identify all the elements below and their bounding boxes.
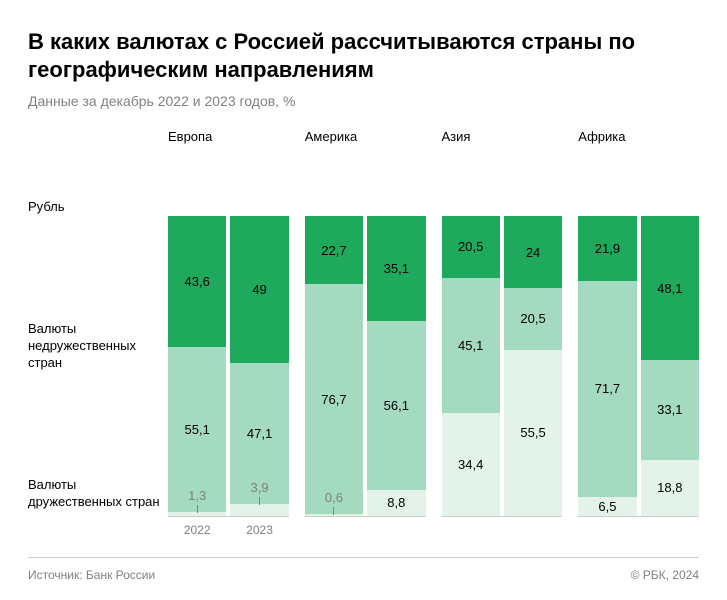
segment-value: 21,9 <box>595 241 620 256</box>
panel: Америка 22,7 76,7 0,6 35,1 56,1 8,8 <box>305 129 426 539</box>
panel: Европа 43,6 55,1 1,3 49 47,1 3,9 20222023 <box>168 129 289 539</box>
bar-segment: 56,1 <box>367 321 425 489</box>
bar: 24 20,5 55,5 <box>504 155 562 516</box>
bar-segment: 33,1 <box>641 360 699 459</box>
segment-value: 20,5 <box>458 239 483 254</box>
segment-value: 55,5 <box>520 425 545 440</box>
year-row <box>305 523 426 539</box>
source-text: Источник: Банк России <box>28 568 155 582</box>
bar: 20,5 45,1 34,4 <box>442 155 500 516</box>
segment-value: 1,3 <box>168 488 226 513</box>
legend: Рубль Валюты недружественных стран Валют… <box>28 129 168 539</box>
legend-friendly: Валюты дружественных стран <box>28 477 168 511</box>
chart-subtitle: Данные за декабрь 2022 и 2023 годов, % <box>28 93 699 109</box>
bar-segment: 6,5 <box>578 497 636 517</box>
bar-segment: 35,1 <box>367 216 425 321</box>
bars-wrap: 21,9 71,7 6,5 48,1 33,1 18,8 <box>578 155 699 517</box>
bar-segment: 20,5 <box>504 288 562 350</box>
segment-value: 35,1 <box>384 261 409 276</box>
segment-value: 8,8 <box>387 495 405 510</box>
bar-segment: 45,1 <box>442 278 500 413</box>
chart-title: В каких валютах с Россией рассчитываются… <box>28 28 699 83</box>
panels: Европа 43,6 55,1 1,3 49 47,1 3,9 20222023 Америк… <box>168 129 699 539</box>
bar: 43,6 55,1 1,3 <box>168 155 226 516</box>
bar-segment: 55,5 <box>504 350 562 517</box>
segment-value: 33,1 <box>657 402 682 417</box>
segment-value: 43,6 <box>185 274 210 289</box>
chart-area: Рубль Валюты недружественных стран Валют… <box>28 129 699 539</box>
year-label: 2023 <box>230 523 288 539</box>
bar-segment: 20,5 <box>442 216 500 278</box>
bar-segment: 3,9 <box>230 504 288 516</box>
panel-title: Европа <box>168 129 289 147</box>
legend-unfriendly: Валюты недружественных стран <box>28 321 168 372</box>
panel: Африка 21,9 71,7 6,5 48,1 33,1 18,8 <box>578 129 699 539</box>
segment-value: 34,4 <box>458 457 483 472</box>
bar: 21,9 71,7 6,5 <box>578 155 636 516</box>
year-row <box>578 523 699 539</box>
bars-wrap: 20,5 45,1 34,4 24 20,5 55,5 <box>442 155 563 517</box>
bar-segment: 49 <box>230 216 288 363</box>
panel-title: Азия <box>442 129 563 147</box>
panel-title: Америка <box>305 129 426 147</box>
bar: 35,1 56,1 8,8 <box>367 155 425 516</box>
copyright-text: © РБК, 2024 <box>631 568 699 582</box>
segment-value: 47,1 <box>247 426 272 441</box>
panel-title: Африка <box>578 129 699 147</box>
segment-value: 18,8 <box>657 480 682 495</box>
bar-segment: 34,4 <box>442 413 500 516</box>
segment-value: 0,6 <box>305 490 363 515</box>
bar-segment: 18,8 <box>641 460 699 516</box>
segment-value: 3,9 <box>230 480 288 505</box>
bar: 49 47,1 3,9 <box>230 155 288 516</box>
segment-value: 76,7 <box>321 392 346 407</box>
segment-value: 48,1 <box>657 281 682 296</box>
segment-value: 20,5 <box>520 311 545 326</box>
bar-segment: 1,3 <box>168 512 226 516</box>
bar-segment: 48,1 <box>641 216 699 360</box>
segment-value: 71,7 <box>595 381 620 396</box>
bar-segment: 21,9 <box>578 216 636 282</box>
segment-value: 45,1 <box>458 338 483 353</box>
bar-segment: 76,7 <box>305 284 363 514</box>
footer: Источник: Банк России © РБК, 2024 <box>28 557 699 582</box>
segment-value: 56,1 <box>384 398 409 413</box>
year-row <box>442 523 563 539</box>
segment-value: 55,1 <box>185 422 210 437</box>
bars-wrap: 43,6 55,1 1,3 49 47,1 3,9 <box>168 155 289 517</box>
panel: Азия 20,5 45,1 34,4 24 20,5 55,5 <box>442 129 563 539</box>
segment-value: 22,7 <box>321 243 346 258</box>
year-row: 20222023 <box>168 523 289 539</box>
bar: 22,7 76,7 0,6 <box>305 155 363 516</box>
legend-rub: Рубль <box>28 199 168 216</box>
bar-segment: 0,6 <box>305 514 363 516</box>
bar: 48,1 33,1 18,8 <box>641 155 699 516</box>
segment-value: 49 <box>252 282 266 297</box>
bar-segment: 8,8 <box>367 490 425 516</box>
bar-segment: 24 <box>504 216 562 288</box>
bar-segment: 22,7 <box>305 216 363 284</box>
bar-segment: 43,6 <box>168 216 226 347</box>
bar-segment: 71,7 <box>578 281 636 496</box>
year-label: 2022 <box>168 523 226 539</box>
segment-value: 6,5 <box>598 499 616 514</box>
bars-wrap: 22,7 76,7 0,6 35,1 56,1 8,8 <box>305 155 426 517</box>
segment-value: 24 <box>526 245 540 260</box>
